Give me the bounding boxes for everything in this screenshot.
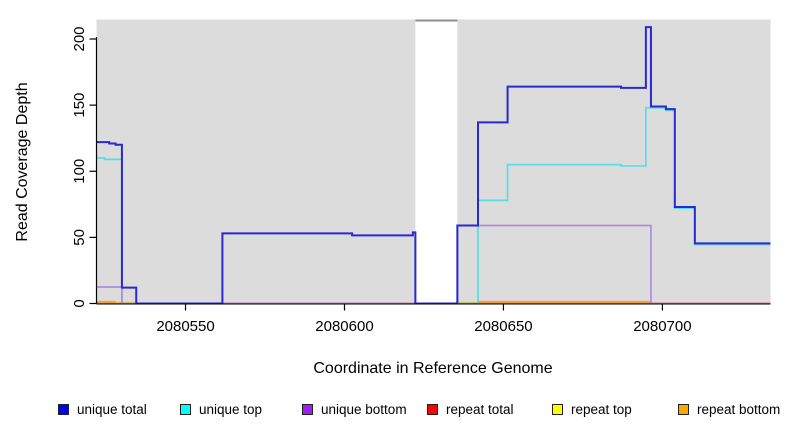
legend: unique total unique top unique bottom repea…: [0, 399, 792, 427]
legend-swatch: [678, 404, 689, 415]
y-axis-title: Read Coverage Depth: [14, 82, 31, 241]
y-tick-label: 200: [71, 26, 88, 51]
plot-panel-layer: [96, 19, 771, 304]
series-unique-total: [96, 26, 771, 305]
legend-swatch: [427, 404, 438, 415]
x-tick-label: 2080700: [633, 318, 691, 335]
legend-item-unique-total: unique total: [58, 402, 147, 417]
legend-swatch: [58, 404, 69, 415]
y-tick-label: 50: [71, 229, 88, 246]
axes-layer: 0 50 100 150 200 2080550 2080600 2080650 2080700: [71, 26, 771, 335]
y-tick-label: 100: [71, 159, 88, 184]
y-tick-label: 150: [71, 93, 88, 118]
legend-label: unique bottom: [321, 402, 407, 417]
legend-label: unique top: [199, 402, 263, 417]
x-tick-label: 2080600: [315, 318, 373, 335]
legend-item-unique-bottom: unique bottom: [302, 402, 407, 417]
legend-item-repeat-bottom: repeat bottom: [678, 402, 780, 417]
x-axis-title: Coordinate in Reference Genome: [313, 360, 552, 377]
coverage-plot: 0 50 100 150 200 2080550 2080600 2080650 2080700…: [14, 19, 771, 377]
legend-item-repeat-top: repeat top: [552, 402, 632, 417]
x-tick-label: 2080550: [156, 318, 214, 335]
x-tick-label: 2080650: [474, 318, 532, 335]
masked-gap-band: [415, 19, 458, 304]
y-tick-label: 0: [71, 299, 88, 307]
legend-label: unique total: [77, 402, 147, 417]
legend-item-repeat-total: repeat total: [427, 402, 514, 417]
legend-label: repeat bottom: [697, 402, 781, 417]
legend-swatch: [180, 404, 191, 415]
legend-label: repeat top: [571, 402, 632, 417]
legend-swatch: [302, 404, 313, 415]
legend-label: repeat total: [446, 402, 514, 417]
legend-item-unique-top: unique top: [180, 402, 262, 417]
legend-swatch: [552, 404, 563, 415]
